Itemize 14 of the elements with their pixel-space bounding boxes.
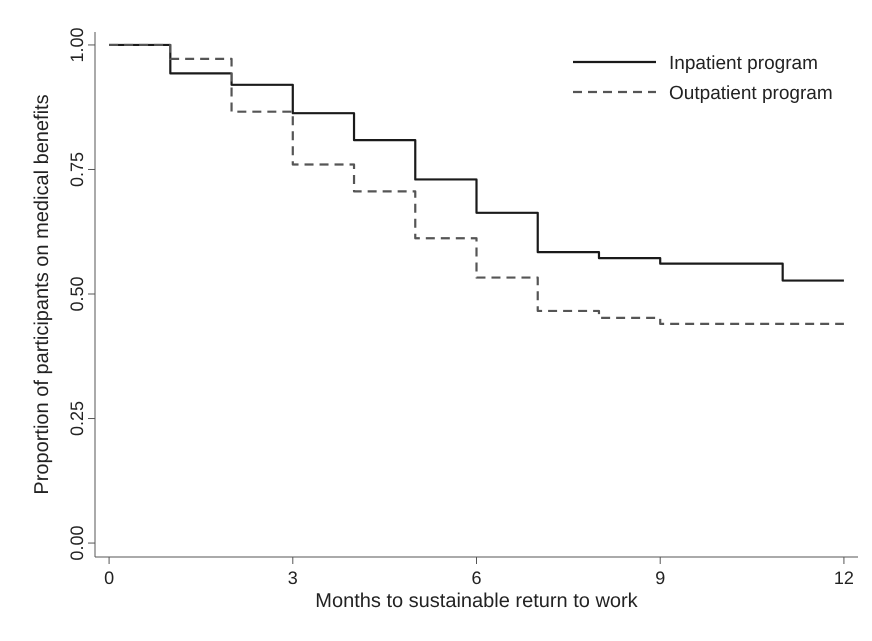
x-axis-title: Months to sustainable return to work [315,590,639,612]
x-tick-label: 12 [834,568,854,588]
y-tick-label: 0.25 [67,401,87,436]
y-tick-label: 0.75 [67,152,87,187]
x-tick-label: 0 [104,568,114,588]
y-tick-label: 0.00 [67,526,87,561]
legend-label: Inpatient program [669,53,818,74]
x-tick-label: 3 [288,568,298,588]
y-axis-title: Proportion of participants on medical benefits [31,94,53,495]
y-tick-label: 0.50 [67,276,87,312]
legend-label: Outpatient program [669,83,833,104]
x-tick-label: 9 [655,568,666,588]
x-tick-label: 6 [471,568,482,588]
y-tick-label: 1.00 [67,27,87,62]
